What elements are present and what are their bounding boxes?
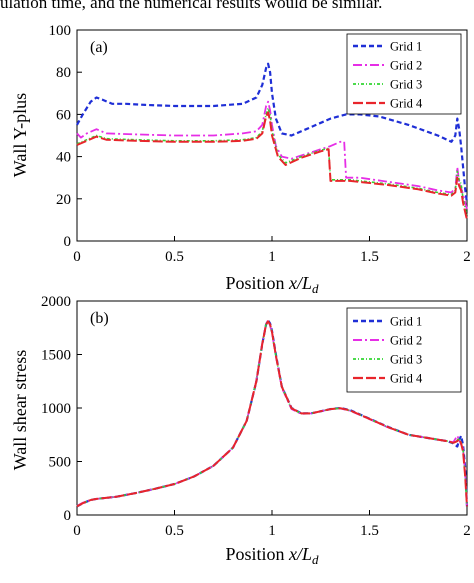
y-tick-label: 80 [56,65,71,81]
series-line-grid-3 [76,107,468,216]
tick-marks [76,300,468,516]
chart-wall-y-plus: 0 20 40 60 80 100 0 0.5 1 1.5 2 (a) Wall Y-plus P… [10,23,471,296]
x-axis-label-math: x/L [288,544,312,564]
panel-label: (a) [90,39,108,56]
series-lines [76,62,469,221]
y-axis-label: Wall Y-plus [10,93,30,177]
x-tick-label: 2 [463,523,471,539]
x-tick-label: 1 [268,523,276,539]
series-line-grid-4 [76,320,468,508]
legend-box [346,33,462,115]
x-axis-label: Position x/Ld [225,544,319,567]
y-tick-labels: 0 20 40 60 80 100 [49,23,72,250]
legend-label-grid-1: Grid 1 [390,40,422,54]
legend: Grid 1 Grid 2 Grid 3 Grid 4 [346,307,462,393]
x-tick-label: 2 [463,249,471,265]
y-tick-label: 20 [56,192,71,208]
tick-marks [76,29,468,242]
x-tick-label: 1 [268,249,276,265]
legend-label-grid-2: Grid 2 [390,59,422,73]
legend-label-grid-4: Grid 4 [390,97,423,111]
y-tick-label: 2000 [41,294,71,310]
x-tick-label: 0.5 [165,523,184,539]
x-axis-label-sub: d [312,552,319,567]
x-axis-label-text: Position [225,273,289,293]
x-tick-labels: 0 0.5 1 1.5 2 [73,249,471,265]
x-tick-labels: 0 0.5 1 1.5 2 [73,523,471,539]
legend-label-grid-3: Grid 3 [390,78,422,92]
legend-label-grid-3: Grid 3 [390,353,422,367]
x-axis-label-math: x/L [288,273,312,293]
x-tick-label: 0 [73,523,81,539]
x-axis-label-text: Position [225,544,289,564]
series-line-grid-1 [76,62,469,204]
y-tick-labels: 0 500 1000 1500 2000 [41,294,71,524]
y-tick-label: 0 [64,508,72,524]
chart-wall-shear-stress: 0 500 1000 1500 2000 0 0.5 1 1.5 2 (b) Wall shea… [10,294,471,567]
y-tick-label: 1000 [41,401,71,417]
legend: Grid 1 Grid 2 Grid 3 Grid 4 [346,33,462,115]
y-tick-label: 500 [49,455,72,471]
legend-label-grid-4: Grid 4 [390,372,423,386]
series-line-grid-4 [76,111,468,221]
y-tick-label: 60 [56,107,71,123]
y-tick-label: 1500 [41,348,71,364]
legend-label-grid-2: Grid 2 [390,334,422,348]
panel-label: (b) [90,310,109,327]
legend-label-grid-1: Grid 1 [390,315,422,329]
y-axis-label: Wall shear stress [10,350,30,471]
series-line-grid-2 [76,100,468,210]
series-lines [76,319,469,508]
x-axis-label: Position x/Ld [225,273,319,296]
x-axis-label-sub: d [312,281,319,296]
y-tick-label: 100 [49,23,72,39]
x-tick-label: 0 [73,249,81,265]
x-tick-label: 1.5 [360,249,379,265]
x-tick-label: 1.5 [360,523,379,539]
y-tick-label: 40 [56,150,71,166]
page-text-fragment: ulation time, and the numerical results … [0,0,383,12]
y-tick-label: 0 [64,234,72,250]
x-tick-label: 0.5 [165,249,184,265]
